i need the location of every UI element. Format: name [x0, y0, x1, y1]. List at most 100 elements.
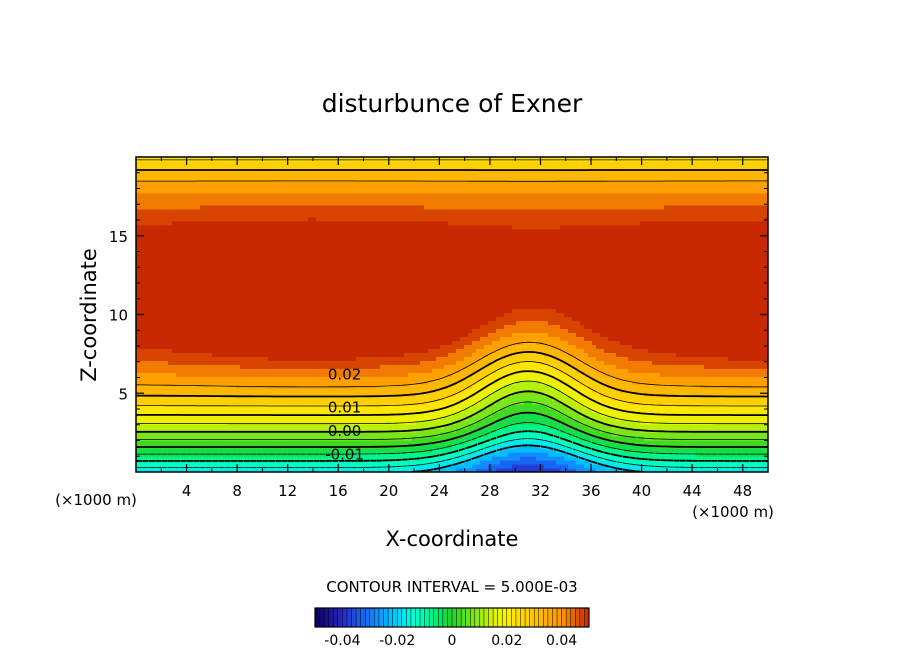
field-cell [184, 328, 189, 334]
field-cell [232, 456, 237, 461]
field-cell [296, 436, 301, 441]
field-cell [352, 160, 357, 166]
field-cell [244, 200, 249, 206]
field-cell [336, 184, 341, 190]
field-cell [232, 244, 237, 250]
field-cell [172, 348, 177, 353]
field-cell [324, 256, 329, 262]
field-cell [288, 376, 293, 381]
field-cell [276, 240, 281, 246]
field-cell [300, 284, 305, 290]
field-cell [136, 212, 141, 218]
field-cell [332, 188, 337, 194]
field-cell [304, 216, 309, 222]
field-cell [252, 300, 257, 306]
field-cell [176, 396, 181, 401]
field-cell [140, 396, 145, 401]
field-cell [308, 368, 313, 373]
field-cell [356, 180, 361, 186]
field-cell [292, 157, 297, 162]
field-cell [252, 340, 257, 346]
field-cell [376, 288, 381, 294]
field-cell [372, 388, 377, 393]
field-cell [328, 268, 333, 274]
field-cell [152, 392, 157, 397]
field-cell [184, 228, 189, 234]
field-cell [196, 240, 201, 246]
field-cell [260, 208, 265, 214]
field-cell [352, 276, 357, 282]
field-cell [368, 157, 373, 162]
field-cell [352, 180, 357, 186]
field-cell [220, 368, 225, 373]
field-cell [288, 228, 293, 234]
field-cell [176, 280, 181, 286]
field-cell [264, 168, 269, 174]
field-cell [172, 280, 177, 286]
field-cell [248, 252, 253, 258]
field-cell [208, 432, 213, 437]
field-cell [268, 268, 273, 274]
field-cell [208, 240, 213, 246]
field-cell [204, 248, 209, 254]
field-cell [260, 172, 265, 178]
field-cell [184, 404, 189, 409]
field-cell [388, 468, 393, 472]
field-cell [376, 196, 381, 202]
field-cell [276, 436, 281, 441]
field-cell [328, 292, 333, 298]
field-cell [188, 244, 193, 250]
field-cell [188, 196, 193, 202]
field-cell [332, 157, 337, 162]
field-cell [236, 172, 241, 178]
field-cell [228, 324, 233, 330]
field-cell [192, 268, 197, 274]
field-cell [140, 384, 145, 389]
field-cell [180, 340, 185, 346]
field-cell [308, 264, 313, 270]
field-cell [332, 240, 337, 246]
field-cell [196, 448, 201, 453]
field-cell [196, 268, 201, 274]
field-cell [284, 180, 289, 186]
field-cell [372, 216, 377, 222]
field-cell [216, 208, 221, 214]
field-cell [368, 404, 373, 409]
field-cell [164, 320, 169, 326]
field-cell [260, 464, 265, 469]
field-cell [260, 284, 265, 290]
field-cell [216, 272, 221, 278]
field-cell [220, 176, 225, 182]
field-cell [284, 448, 289, 453]
field-cell [212, 260, 217, 266]
field-cell [312, 416, 317, 421]
field-cell [352, 168, 357, 174]
field-cell [272, 352, 277, 357]
field-cell [140, 320, 145, 326]
field-cell [176, 312, 181, 318]
field-cell [316, 224, 321, 230]
field-cell [376, 464, 381, 469]
field-cell [360, 312, 365, 318]
field-cell [388, 392, 393, 397]
field-cell [356, 356, 361, 361]
field-cell [340, 408, 345, 413]
field-cell [196, 296, 201, 302]
field-cell [184, 280, 189, 286]
field-cell [336, 164, 341, 170]
field-cell [176, 264, 181, 270]
field-cell [304, 296, 309, 302]
field-cell [244, 164, 249, 170]
field-cell [384, 220, 389, 226]
field-cell [316, 164, 321, 170]
field-cell [144, 364, 149, 369]
field-cell [248, 164, 253, 170]
field-cell [244, 236, 249, 242]
field-cell [320, 376, 325, 381]
field-cell [256, 456, 261, 461]
field-cell [312, 160, 317, 166]
field-cell [152, 424, 157, 429]
field-cell [308, 280, 313, 286]
field-cell [152, 184, 157, 190]
field-cell [148, 280, 153, 286]
